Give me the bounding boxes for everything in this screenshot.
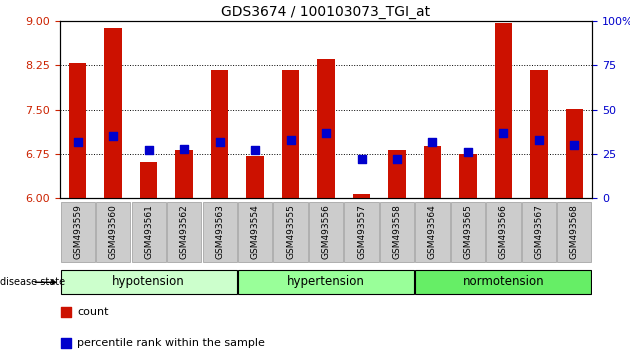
FancyBboxPatch shape: [273, 202, 307, 262]
Bar: [140, 162, 158, 198]
FancyBboxPatch shape: [238, 202, 272, 262]
Point: [179, 146, 189, 152]
Text: GSM493559: GSM493559: [73, 204, 82, 259]
Text: GSM493555: GSM493555: [286, 204, 295, 259]
Text: disease state: disease state: [0, 277, 65, 287]
FancyBboxPatch shape: [202, 202, 237, 262]
Text: GSM493565: GSM493565: [464, 204, 472, 259]
Point: [534, 137, 544, 143]
Text: GSM493557: GSM493557: [357, 204, 366, 259]
Bar: [69, 63, 86, 198]
FancyBboxPatch shape: [345, 202, 379, 262]
Point: [321, 130, 331, 136]
Text: GSM493558: GSM493558: [392, 204, 401, 259]
Text: hypertension: hypertension: [287, 275, 365, 288]
Bar: [423, 146, 442, 198]
FancyBboxPatch shape: [415, 270, 592, 294]
Bar: [175, 150, 193, 198]
Point: [392, 156, 402, 162]
Text: normotension: normotension: [462, 275, 544, 288]
Bar: [317, 59, 335, 198]
Bar: [495, 23, 512, 198]
Point: [61, 309, 71, 314]
FancyBboxPatch shape: [132, 202, 166, 262]
FancyBboxPatch shape: [486, 202, 520, 262]
Bar: [282, 70, 299, 198]
Text: GSM493561: GSM493561: [144, 204, 153, 259]
Text: GSM493562: GSM493562: [180, 205, 188, 259]
Text: GSM493554: GSM493554: [251, 205, 260, 259]
Text: GSM493564: GSM493564: [428, 205, 437, 259]
Text: hypotension: hypotension: [112, 275, 185, 288]
Point: [108, 133, 118, 139]
Text: GSM493567: GSM493567: [534, 204, 544, 259]
Point: [427, 139, 437, 144]
FancyBboxPatch shape: [415, 202, 450, 262]
Point: [250, 148, 260, 153]
Bar: [104, 28, 122, 198]
Bar: [246, 156, 264, 198]
Bar: [530, 70, 548, 198]
Bar: [388, 150, 406, 198]
FancyBboxPatch shape: [380, 202, 414, 262]
Bar: [353, 194, 370, 198]
Point: [285, 137, 295, 143]
FancyBboxPatch shape: [60, 270, 237, 294]
FancyBboxPatch shape: [522, 202, 556, 262]
FancyBboxPatch shape: [451, 202, 485, 262]
Text: GSM493566: GSM493566: [499, 204, 508, 259]
Point: [72, 139, 83, 144]
FancyBboxPatch shape: [558, 202, 592, 262]
FancyBboxPatch shape: [309, 202, 343, 262]
Text: GSM493556: GSM493556: [321, 204, 331, 259]
Point: [357, 156, 367, 162]
Text: count: count: [77, 307, 109, 316]
Text: GSM493560: GSM493560: [108, 204, 118, 259]
FancyBboxPatch shape: [60, 202, 94, 262]
Point: [61, 341, 71, 346]
Point: [498, 130, 508, 136]
Bar: [210, 70, 229, 198]
FancyBboxPatch shape: [167, 202, 201, 262]
Text: GSM493568: GSM493568: [570, 204, 579, 259]
FancyBboxPatch shape: [96, 202, 130, 262]
FancyBboxPatch shape: [238, 270, 414, 294]
Point: [144, 148, 154, 153]
Bar: [566, 109, 583, 198]
Point: [463, 149, 473, 155]
Title: GDS3674 / 100103073_TGI_at: GDS3674 / 100103073_TGI_at: [222, 5, 430, 19]
Bar: [459, 154, 477, 198]
Text: percentile rank within the sample: percentile rank within the sample: [77, 338, 265, 348]
Point: [214, 139, 224, 144]
Text: GSM493563: GSM493563: [215, 204, 224, 259]
Point: [570, 142, 580, 148]
